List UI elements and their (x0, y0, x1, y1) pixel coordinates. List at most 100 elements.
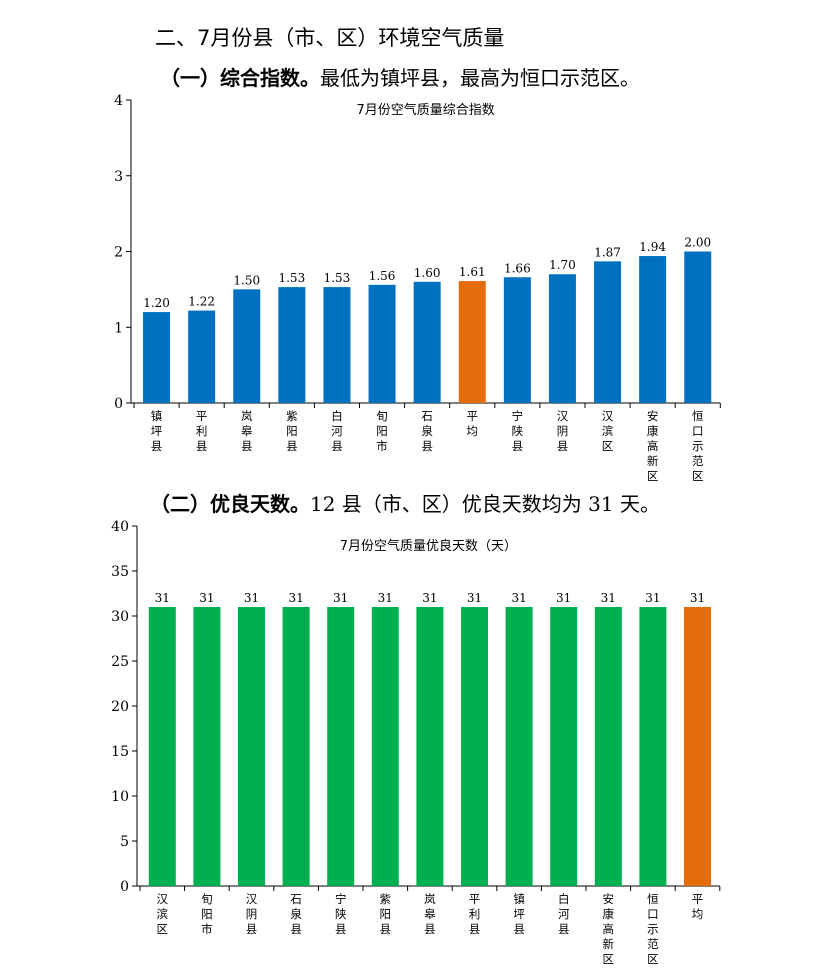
chart2-y-tick-label: 40 (111, 519, 129, 535)
chart2-value-label: 31 (601, 591, 616, 605)
chart2-category-label: 安康高新区 (603, 892, 615, 966)
chart2-value-label: 31 (155, 591, 170, 605)
chart1-category-label: 恒口示范区 (692, 409, 704, 483)
chart2-y-tick-label: 5 (120, 834, 129, 850)
chart1-category-label: 汉阴县 (557, 409, 569, 453)
chart2-bar-1 (148, 607, 176, 886)
chart2-value-label: 31 (378, 591, 393, 605)
section1-text: 最低为镇坪县，最高为恒口示范区。 (320, 66, 640, 90)
chart1-category-label: 宁陕县 (512, 409, 524, 453)
chart2-category-label: 汉滨区 (157, 892, 169, 936)
chart2-bar-5 (327, 607, 355, 886)
chart1-category-label: 石泉县 (421, 409, 433, 453)
chart2-y-tick-label: 15 (111, 744, 129, 760)
chart1-value-label: 1.94 (639, 240, 666, 254)
chart2-value-label: 31 (467, 591, 482, 605)
chart1-category-label: 平利县 (196, 409, 208, 453)
chart1-bar-9 (503, 277, 531, 403)
chart1-value-label: 1.56 (369, 269, 396, 283)
chart2-value-label: 31 (288, 591, 303, 605)
chart1-value-label: 1.61 (459, 265, 486, 279)
chart1-bar-2 (188, 310, 216, 403)
chart2-category-label: 平利县 (469, 892, 481, 936)
chart1-bar-13 (684, 251, 712, 403)
chart1-category-label: 安康高新区 (647, 409, 659, 483)
chart2-category-label: 岚皋县 (424, 892, 436, 936)
chart2-category-label: 石泉县 (290, 892, 302, 936)
chart1-value-label: 1.66 (504, 261, 531, 275)
chart1-value-label: 1.20 (143, 296, 170, 310)
composite-index-chart: 7月份空气质量综合指数 0 1 2 3 4 1.20 镇坪县 1.22 平利县 1.50 岚皋县 1.5… (114, 93, 721, 483)
chart1-bar-10 (548, 274, 576, 403)
chart2-title: 7月份空气质量优良天数（天） (340, 538, 517, 554)
chart1-value-label: 2.00 (684, 236, 711, 250)
chart1-y-tick-label: 3 (114, 169, 123, 185)
chart1-value-label: 1.53 (278, 271, 305, 285)
chart1-y-tick-label: 0 (114, 396, 123, 412)
chart2-value-label: 31 (244, 591, 259, 605)
chart2-bar-9 (505, 607, 533, 886)
chart2-value-label: 31 (556, 591, 571, 605)
chart2-y-tick-label: 0 (120, 879, 129, 895)
section-heading: 二、7月份县（市、区）环境空气质量 (155, 26, 505, 50)
chart2-category-label: 宁陕县 (335, 892, 347, 936)
chart2-category-label: 旬阳市 (201, 892, 213, 936)
chart2-bar-6 (371, 607, 399, 886)
chart1-bar-11 (594, 261, 622, 403)
chart1-value-label: 1.50 (233, 273, 260, 287)
chart2-y-tick-label: 35 (111, 564, 129, 580)
chart1-category-label: 汉滨区 (602, 409, 614, 453)
chart1-y-tick-label: 1 (114, 320, 123, 336)
chart1-bar-6 (368, 284, 396, 403)
chart2-bar-13 (684, 607, 711, 886)
chart2-value-label: 31 (422, 591, 437, 605)
chart1-category-label: 紫阳县 (286, 409, 298, 453)
chart1-bar-3 (233, 289, 261, 403)
chart1-value-label: 1.22 (188, 295, 215, 309)
chart2-bar-10 (550, 607, 578, 886)
chart2-bar-4 (282, 607, 310, 886)
chart1-bar-5 (323, 287, 351, 403)
chart2-category-label: 白河县 (558, 892, 570, 936)
section1-summary: （一）综合指数。最低为镇坪县，最高为恒口示范区。 (160, 62, 640, 91)
chart1-category-label: 旬阳市 (376, 409, 388, 453)
chart2-category-label: 紫阳县 (380, 892, 392, 936)
chart1-y-tick-label: 4 (114, 93, 123, 109)
chart1-category-label: 白河县 (331, 409, 343, 453)
chart1-value-label: 1.70 (549, 258, 576, 272)
chart2-bar-8 (461, 607, 488, 886)
chart2-value-label: 31 (199, 591, 214, 605)
chart2-bar-3 (238, 607, 265, 886)
chart2-category-label: 镇坪县 (513, 892, 525, 936)
chart1-y-tick-label: 2 (114, 245, 123, 261)
chart1-category-label: 平均 (467, 409, 479, 438)
chart2-bar-7 (416, 607, 444, 886)
chart2-value-label: 31 (645, 591, 660, 605)
chart2-y-tick-label: 10 (111, 789, 129, 805)
chart1-value-label: 1.87 (594, 245, 621, 259)
chart2-bar-11 (594, 607, 622, 886)
chart2-category-label: 汉阴县 (246, 892, 258, 936)
chart1-bar-1 (143, 312, 171, 403)
section1-lead: （一）综合指数。 (160, 66, 320, 90)
chart1-value-label: 1.60 (414, 266, 441, 280)
chart2-value-label: 31 (690, 591, 705, 605)
chart1-bar-12 (639, 256, 667, 403)
chart2-bar-12 (639, 607, 667, 886)
chart1-bar-4 (278, 287, 306, 403)
section2-text: 12 县（市、区）优良天数均为 31 天。 (310, 492, 660, 516)
chart2-category-label: 恒口示范区 (647, 892, 659, 966)
chart2-y-tick-label: 30 (111, 609, 129, 625)
chart2-y-tick-label: 20 (111, 699, 129, 715)
chart2-category-label: 平均 (692, 892, 704, 921)
section2-summary: （二）优良天数。12 县（市、区）优良天数均为 31 天。 (150, 488, 660, 517)
chart2-value-label: 31 (511, 591, 526, 605)
chart2-bar-2 (193, 607, 221, 886)
chart1-bar-8 (458, 281, 486, 403)
chart1-category-label: 岚皋县 (241, 409, 253, 453)
chart1-bar-7 (413, 281, 441, 403)
chart1-category-label: 镇坪县 (151, 409, 163, 453)
chart1-value-label: 1.53 (324, 271, 351, 285)
chart2-value-label: 31 (333, 591, 348, 605)
